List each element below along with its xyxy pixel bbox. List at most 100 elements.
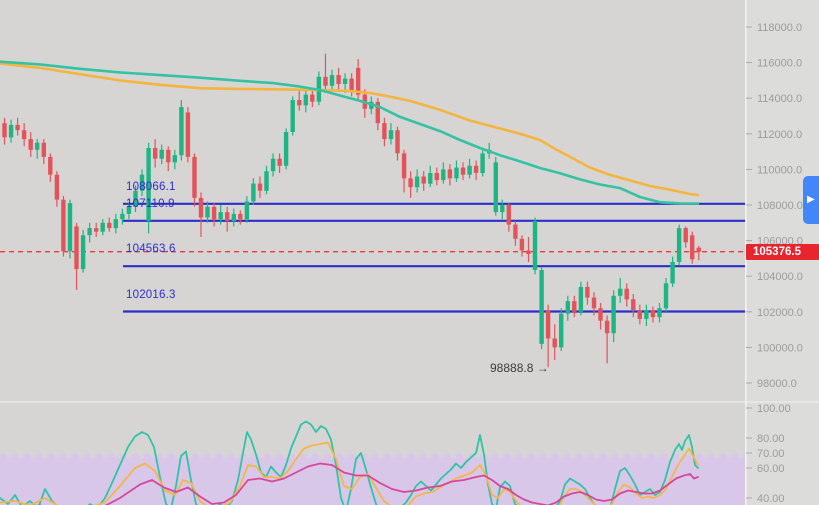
candle-body xyxy=(519,238,525,251)
candle-body xyxy=(41,142,46,157)
candle-body xyxy=(539,270,544,344)
candle-body xyxy=(21,130,27,140)
candle-body xyxy=(545,310,551,339)
candle-body xyxy=(375,101,380,124)
candle-body xyxy=(8,124,14,138)
candle-body xyxy=(238,213,243,220)
candle-body xyxy=(231,213,236,221)
candle-body xyxy=(126,206,132,214)
candle-body xyxy=(74,226,79,270)
candle-body xyxy=(120,213,125,220)
candle-body xyxy=(532,221,538,270)
candle-body xyxy=(591,297,597,309)
candle-body xyxy=(473,165,479,173)
candle-body xyxy=(192,156,197,198)
candle-body xyxy=(414,176,420,188)
candle-body xyxy=(663,283,669,309)
candle-body xyxy=(211,206,217,220)
price-axis-label: 104000.0 xyxy=(757,271,803,283)
candle-body xyxy=(100,222,105,232)
candle-body xyxy=(244,201,250,220)
candle-body xyxy=(113,219,118,229)
candle-body xyxy=(618,288,623,296)
candle-body xyxy=(153,148,158,159)
candle-body xyxy=(441,169,446,181)
candle-body xyxy=(349,78,354,92)
candle-body xyxy=(578,286,584,312)
candle-body xyxy=(297,100,302,106)
candle-body xyxy=(356,67,361,95)
candle-body xyxy=(467,165,472,175)
candle-body xyxy=(598,308,603,321)
candle-body xyxy=(696,247,701,252)
candle-body xyxy=(631,299,636,310)
candle-body xyxy=(493,162,498,213)
candle-body xyxy=(166,149,171,163)
expand-panel-button[interactable]: ▶ xyxy=(803,176,819,224)
candle-body xyxy=(35,142,40,150)
candle-body xyxy=(218,212,223,220)
ma-slow-line xyxy=(0,62,700,197)
candle-body xyxy=(670,262,675,284)
candle-body xyxy=(421,176,426,184)
candle-body xyxy=(67,203,73,252)
candle-body xyxy=(408,178,413,188)
candle-body xyxy=(283,132,289,166)
price-axis-label: 102000.0 xyxy=(757,307,803,319)
candle-body xyxy=(225,212,230,221)
candle-body xyxy=(657,308,662,318)
candle-body xyxy=(28,139,33,150)
candle-body xyxy=(676,228,682,262)
candle-body xyxy=(303,94,308,106)
candle-body xyxy=(690,235,695,260)
candle-body xyxy=(637,310,642,319)
candle-body xyxy=(179,107,184,156)
candle-body xyxy=(683,228,688,243)
candle-body xyxy=(460,167,466,175)
candle-body xyxy=(336,75,341,84)
candle-body xyxy=(559,313,564,348)
current-price-badge: 105376.5 xyxy=(746,244,819,260)
candle-body xyxy=(480,153,485,173)
candle-body xyxy=(48,156,53,175)
candle-body xyxy=(650,310,656,318)
candle-body xyxy=(54,174,60,200)
candle-body xyxy=(198,197,204,218)
play-arrow-icon: ▶ xyxy=(807,194,815,205)
candle-body xyxy=(513,224,518,239)
candle-body xyxy=(107,222,112,229)
candle-body xyxy=(506,205,511,225)
oscillator-fast-line xyxy=(0,420,699,505)
candle-body xyxy=(277,158,282,166)
candle-body xyxy=(572,301,577,312)
candle-body xyxy=(565,301,570,314)
osc-axis-label: 40.00 xyxy=(757,493,785,505)
candle-body xyxy=(290,100,295,132)
candle-body xyxy=(454,167,459,179)
candle-body xyxy=(159,149,164,159)
candle-body xyxy=(205,206,210,218)
price-axis-label: 98000.0 xyxy=(757,378,797,390)
oscillator-slow-line xyxy=(34,462,699,505)
price-axis-label: 114000.0 xyxy=(757,93,802,105)
price-axis-label: 112000.0 xyxy=(757,129,802,141)
candle-body xyxy=(94,228,99,232)
price-axis-label: 110000.0 xyxy=(757,164,802,176)
candle-body xyxy=(526,250,531,254)
price-axis-label: 108000.0 xyxy=(757,200,803,212)
candle-body xyxy=(329,75,335,86)
candle-body xyxy=(323,76,328,86)
osc-axis-label: 100.00 xyxy=(757,403,791,415)
candle-body xyxy=(434,173,439,181)
candle-body xyxy=(264,171,269,191)
ma-fast-line xyxy=(0,60,700,205)
candle-body xyxy=(185,112,191,157)
candle-body xyxy=(87,228,92,236)
candle-body xyxy=(447,169,453,179)
osc-axis-label: 70.00 xyxy=(757,448,785,460)
candle-body xyxy=(342,78,348,84)
osc-axis-label: 60.00 xyxy=(757,463,785,475)
candle-body xyxy=(2,123,7,138)
candle-body xyxy=(401,153,407,179)
